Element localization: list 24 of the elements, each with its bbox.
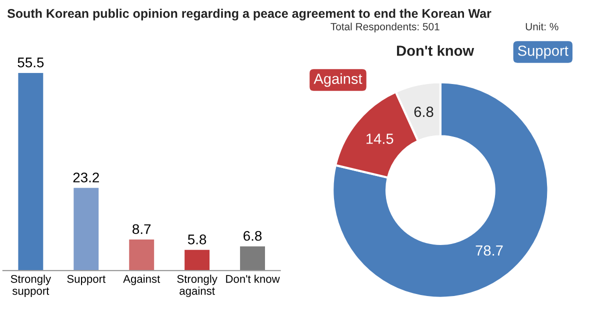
text: Total Respondents: 501 xyxy=(330,22,440,32)
data-label: 78.7 xyxy=(476,245,503,256)
chart-title: South Korean public opinion regarding a peace agreement to end the Korean War xyxy=(7,8,492,20)
bar xyxy=(184,250,210,271)
data-label: 23.2 xyxy=(73,172,99,182)
bar xyxy=(18,72,44,271)
x-tick-label: Strongly against xyxy=(177,274,218,298)
data-label: 6.8 xyxy=(244,230,262,241)
x-tick-label: Support xyxy=(67,275,106,286)
slice-label: Against xyxy=(314,73,362,87)
bar xyxy=(240,246,265,271)
slice-label: Don't know xyxy=(397,45,474,56)
data-label: 14.5 xyxy=(366,134,394,144)
data-label: 55.5 xyxy=(18,58,44,68)
text: Unit: % xyxy=(526,22,558,30)
bar xyxy=(74,188,99,271)
data-label: 6.8 xyxy=(414,106,434,118)
data-label: 5.8 xyxy=(188,234,206,244)
slice-label: Support xyxy=(518,46,568,59)
x-tick-label: Strongly support xyxy=(10,274,52,298)
x-tick-label: Don't know xyxy=(226,274,280,283)
x-tick-label: Against xyxy=(123,274,160,286)
data-label: 8.7 xyxy=(132,224,151,234)
bar xyxy=(129,240,154,271)
